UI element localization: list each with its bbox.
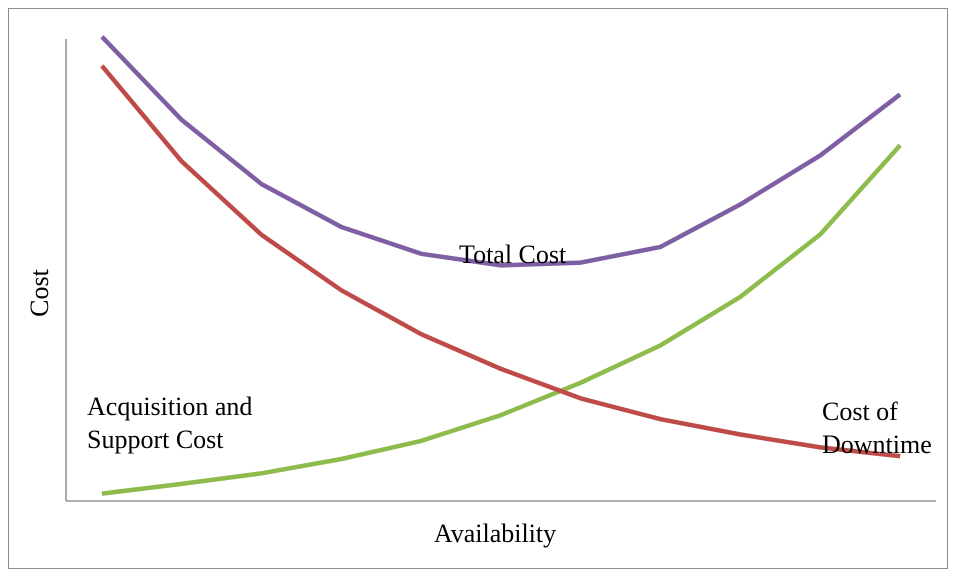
line-chart: Total Cost Acquisition and Support Cost Cos… xyxy=(25,35,936,548)
annotation-0-line-0: Total Cost xyxy=(459,240,567,269)
annotation-1-line-0: Acquisition and xyxy=(87,392,252,421)
annotation-1-line-1: Support Cost xyxy=(87,425,224,454)
annotation-2-line-1: Downtime xyxy=(822,430,932,459)
annotation-layer: Total Cost Acquisition and Support Cost Cos… xyxy=(87,240,932,459)
x-axis-label: Availability xyxy=(434,519,556,548)
annotation-2-line-0: Cost of xyxy=(822,397,898,426)
series-line-2 xyxy=(100,64,901,459)
axes xyxy=(65,39,936,502)
series-line-1 xyxy=(101,143,902,496)
chart-area: Total Cost Acquisition and Support Cost Cos… xyxy=(8,8,948,569)
y-axis-label: Cost xyxy=(25,268,54,316)
series-layer xyxy=(100,35,902,496)
series-line-0 xyxy=(100,35,902,268)
